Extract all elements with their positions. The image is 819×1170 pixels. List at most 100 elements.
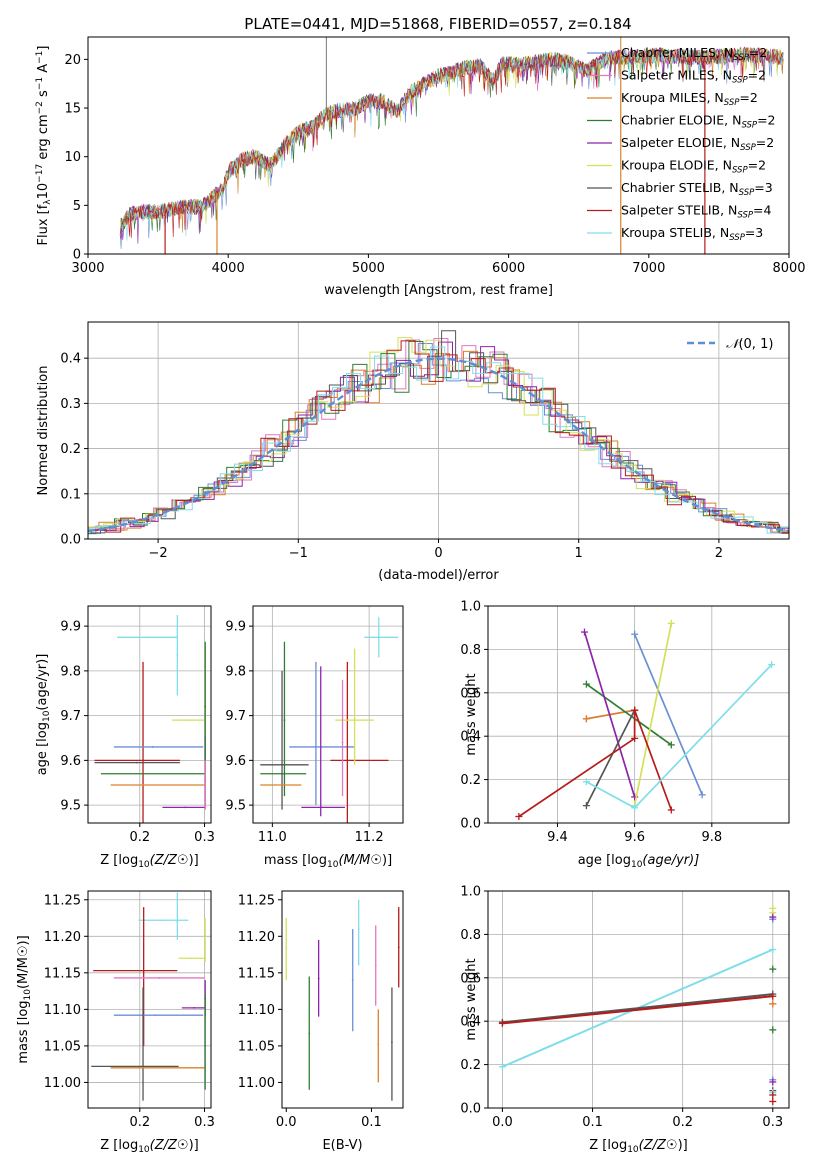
panel-z_weight: 0.0 0.1 0.2 0.3 0.0 0.2 0.4 0.6 0.8 1.0 Z [log10(Z… <box>460 885 790 1155</box>
label-part: mass [log <box>16 1000 31 1063</box>
y-tick-label: 0.8 <box>460 643 481 658</box>
data-point <box>317 977 320 980</box>
data-point <box>142 784 144 786</box>
y-tick-label: 9.5 <box>60 799 81 814</box>
plot-area <box>88 891 211 1108</box>
axes-frame <box>252 605 404 824</box>
x-tick-label: 0.0 <box>276 1115 297 1130</box>
plot-area <box>253 606 403 823</box>
panels-group: 3000 4000 5000 6000 7000 800005101520waveleng… <box>16 36 806 1155</box>
data-point <box>351 979 354 982</box>
weight-series-line <box>585 683 672 746</box>
data-point <box>341 741 344 744</box>
y-tick-label: 0.3 <box>60 397 81 412</box>
panel-z_mass: 0.2 0.3 11.00 11.05 11.10 11.15 11.20 11.25 Z [l… <box>16 890 215 1155</box>
y-tick-label: 0.2 <box>460 1058 481 1073</box>
data-point <box>146 636 149 639</box>
data-point <box>397 946 400 949</box>
legend-label-text: Salpeter STELIB, N <box>621 203 737 218</box>
y-tick-label: 15 <box>64 102 81 117</box>
x-tick-label: 0.3 <box>194 830 215 845</box>
panel-ebv_mass: 0.0 0.1 11.00 11.05 11.10 11.15 11.20 11.25 E(B-… <box>238 890 404 1153</box>
x-tick-label: 0.1 <box>361 1115 382 1130</box>
x-tick-label: 11.2 <box>355 830 384 845</box>
label-part: 10 <box>138 1145 150 1155</box>
y-tick-label: 1.0 <box>460 600 481 615</box>
panel-age_weight: 9.4 9.6 9.8 0.0 0.2 0.4 0.6 0.8 1.0 age [log10(ag… <box>460 600 790 870</box>
y-tick-label: 5 <box>73 199 81 214</box>
label-part: )] <box>678 1138 688 1153</box>
legend-label: Salpeter MILES, NSSP=2 <box>621 68 766 86</box>
weight-series-line <box>633 623 673 806</box>
data-point <box>135 761 138 764</box>
y-axis-label: Flux [fλ10−17 erg cm−2 s−1 A−1] <box>35 46 53 246</box>
data-point <box>357 928 360 930</box>
legend-label-text: (0, 1) <box>738 337 773 352</box>
label-part: 10 <box>631 860 643 870</box>
legend-label-sub: SSP <box>732 166 748 176</box>
weight-series-line <box>502 995 773 1025</box>
data-point <box>142 772 144 775</box>
legend-label: Kroupa ELODIE, NSSP=2 <box>621 158 766 176</box>
x-tick-label: 9.8 <box>701 830 722 845</box>
data-point <box>204 705 207 708</box>
label-part: age [log <box>578 853 631 868</box>
data-point <box>283 719 286 721</box>
panel-residuals: −2 −1 0 1 2 0.0 0.1 0.2 0.3 0.4 (data-model)/error… <box>36 321 790 583</box>
x-tick-label: 2 <box>715 546 723 561</box>
data-point <box>377 1043 380 1046</box>
legend-label-text: Kroupa STELIB, N <box>621 225 729 240</box>
data-point <box>159 919 162 922</box>
x-tick-label: 0 <box>434 546 442 561</box>
legend-label-sub: SSP <box>741 121 757 131</box>
data-point <box>142 1065 144 1068</box>
weight-series-line <box>633 633 703 796</box>
x-tick-label: 0.2 <box>129 1115 150 1130</box>
legend-label-text: Chabrier STELIB, N <box>621 180 739 195</box>
legend-label-n: =3 <box>754 180 772 195</box>
legend-label-sub: SSP <box>737 211 753 221</box>
label-part: erg cm <box>36 114 51 163</box>
y-tick-label: 9.8 <box>225 664 246 679</box>
y-tick-label: 1.0 <box>460 885 481 900</box>
y-tick-label: 0.0 <box>460 817 481 832</box>
x-tick-label: −2 <box>149 546 168 561</box>
x-tick-label: 9.4 <box>547 830 568 845</box>
y-axis-label: mass weight <box>464 958 479 1040</box>
label-part: Z [log <box>100 853 138 868</box>
label-part: −1 <box>35 77 45 90</box>
y-tick-label: 0.0 <box>60 533 81 548</box>
legend-label: Chabrier ELODIE, NSSP=2 <box>621 113 776 131</box>
x-tick-label: 3000 <box>71 261 104 276</box>
data-point <box>154 1014 157 1017</box>
spectrum-series-line <box>119 46 784 238</box>
x-tick-label: 7000 <box>632 261 665 276</box>
legend-label-sub: SSP <box>732 76 748 86</box>
data-point <box>315 746 317 748</box>
legend-label: Chabrier STELIB, NSSP=3 <box>621 180 773 198</box>
label-part: ☉ <box>370 853 382 868</box>
label-part: A <box>36 64 51 77</box>
x-tick-label: 8000 <box>772 261 805 276</box>
y-tick-label: 0.6 <box>460 686 481 701</box>
legend-label: Kroupa MILES, NSSP=2 <box>621 90 758 108</box>
weight-series-line <box>502 993 773 1024</box>
x-tick-label: 4000 <box>212 261 245 276</box>
plot-area <box>488 891 789 1108</box>
label-part: (age/yr)] <box>35 654 50 711</box>
x-tick-label: 11.0 <box>258 830 287 845</box>
y-axis-label: Normed distribution <box>36 366 51 496</box>
y-tick-label: 11.25 <box>238 893 275 908</box>
data-point <box>285 946 288 949</box>
axes-frame <box>87 890 212 1109</box>
y-axis-label: mass weight <box>464 673 479 755</box>
x-axis-label: E(B-V) <box>322 1138 362 1153</box>
axes-frame <box>87 605 212 824</box>
y-tick-label: 9.9 <box>225 620 246 635</box>
data-point <box>374 964 377 967</box>
data-point <box>184 806 187 809</box>
legend-label: Chabrier MILES, NSSP=2 <box>621 45 767 63</box>
y-tick-label: 11.15 <box>44 966 81 981</box>
x-tick-label: 0.3 <box>194 1115 215 1130</box>
y-tick-label: 0.4 <box>60 352 81 367</box>
